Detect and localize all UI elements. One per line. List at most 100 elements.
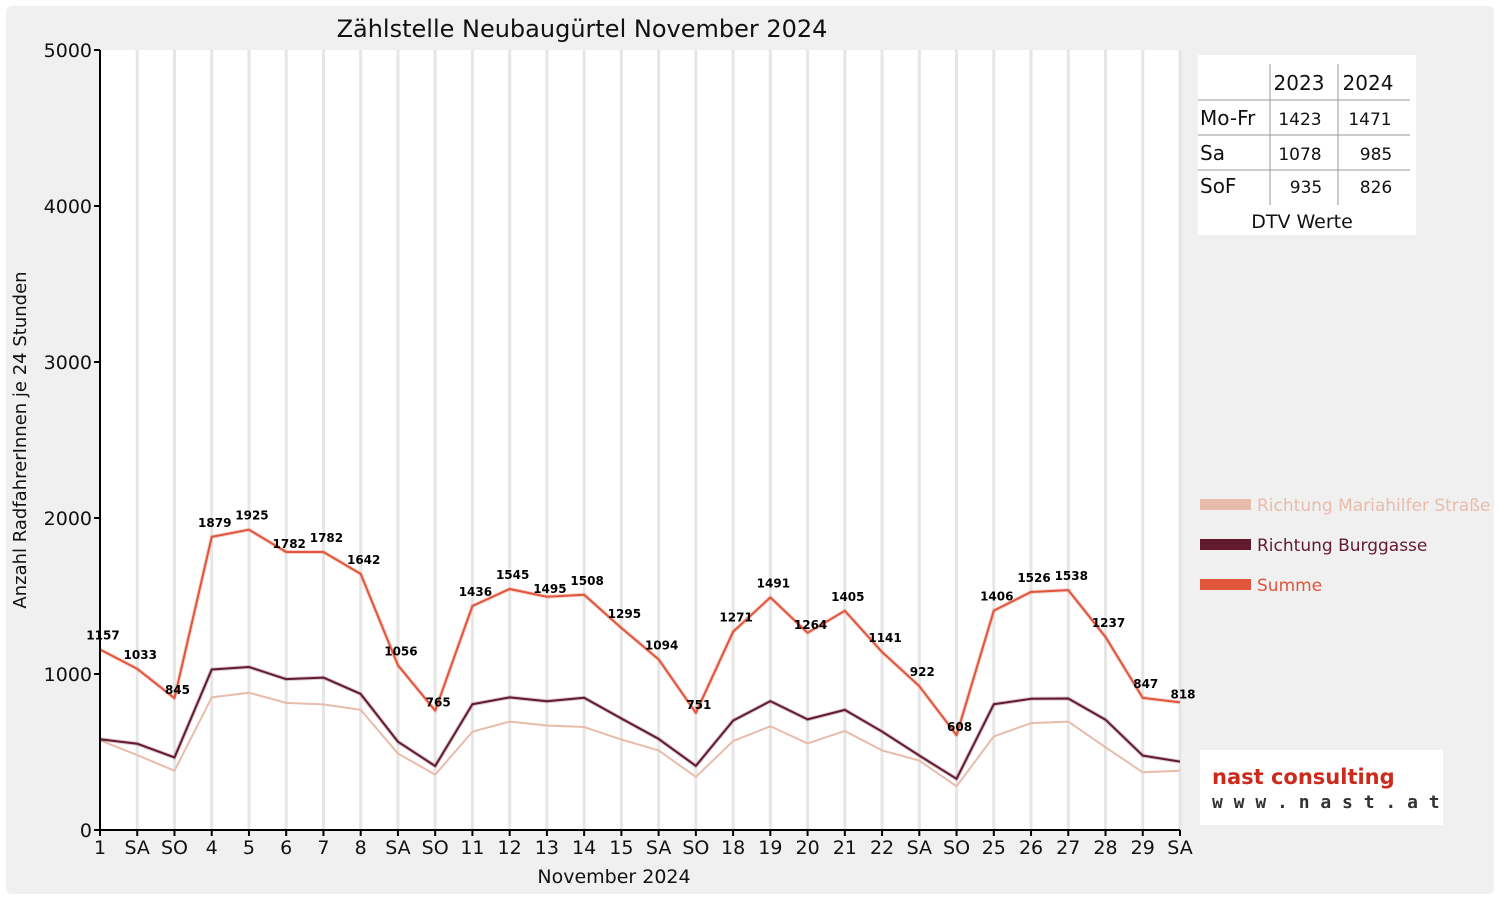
x-tick-label: 4 xyxy=(206,837,218,859)
logo: nast consulting w w w . n a s t . a t xyxy=(1200,750,1443,825)
x-tick-label: 20 xyxy=(795,837,819,859)
dtv-value: 1078 xyxy=(1278,145,1321,165)
data-label: 1405 xyxy=(831,590,864,604)
x-tick-label: 7 xyxy=(317,837,329,859)
series-line xyxy=(99,665,1181,780)
data-label: 1495 xyxy=(533,582,566,596)
data-label: 765 xyxy=(426,696,451,710)
dtv-row-label: Sa xyxy=(1200,141,1225,165)
x-tick-label: 8 xyxy=(355,837,367,859)
x-tick-label: 11 xyxy=(460,837,484,859)
legend: Richtung Mariahilfer Straße Richtung Burg… xyxy=(1200,496,1490,596)
data-label: 847 xyxy=(1133,677,1158,691)
y-tick-label: 1000 xyxy=(44,664,92,686)
data-labels: 1157 1033 845 1879 1925 1782 1782 1642 1056 765 14… xyxy=(86,509,1195,734)
dtv-table-bg xyxy=(1198,55,1416,235)
data-label: 1545 xyxy=(496,568,529,582)
x-tick-label: SO xyxy=(422,837,449,859)
data-label: 1237 xyxy=(1092,616,1125,630)
legend-label: Richtung Mariahilfer Straße xyxy=(1257,496,1490,516)
x-tick-label: SA xyxy=(125,837,150,859)
data-label: 1491 xyxy=(757,576,790,590)
x-tick-labels: 1 SA SO 4 5 6 7 8 SA SO 11 12 13 14 15 SA SO 18 19 20 21 22 SA… xyxy=(94,830,1193,859)
x-tick-label: 13 xyxy=(535,837,559,859)
x-tick-label: 12 xyxy=(498,837,522,859)
data-label: 751 xyxy=(686,698,711,712)
data-label: 1157 xyxy=(86,629,119,643)
y-axis-label: Anzahl RadfahrerInnen je 24 Stunden xyxy=(10,271,31,608)
x-tick-label: 28 xyxy=(1093,837,1117,859)
x-tick-label: 18 xyxy=(721,837,745,859)
series-line xyxy=(99,528,1181,737)
dtv-caption: DTV Werte xyxy=(1251,211,1353,233)
data-label: 1056 xyxy=(384,644,417,658)
x-axis-label: November 2024 xyxy=(537,866,690,888)
data-label: 1141 xyxy=(868,631,901,645)
y-tick-label: 2000 xyxy=(44,508,92,530)
x-tick-label: 14 xyxy=(572,837,596,859)
legend-label: Richtung Burggasse xyxy=(1257,536,1427,556)
x-tick-label: SA xyxy=(1167,837,1192,859)
dtv-value: 1471 xyxy=(1348,110,1391,130)
data-label: 1033 xyxy=(124,648,157,662)
x-tick-label: SO xyxy=(943,837,970,859)
x-tick-label: 25 xyxy=(982,837,1006,859)
data-label: 1508 xyxy=(570,574,603,588)
data-label: 1436 xyxy=(459,585,492,599)
data-label: 1264 xyxy=(794,618,827,632)
x-tick-label: 6 xyxy=(280,837,292,859)
dtv-value: 935 xyxy=(1290,178,1322,198)
chart-title: Zählstelle Neubaugürtel November 2024 xyxy=(337,15,828,43)
dtv-row-label: SoF xyxy=(1200,174,1236,198)
data-label: 1925 xyxy=(235,509,268,523)
x-tick-label: SA xyxy=(385,837,410,859)
y-tick-label: 3000 xyxy=(44,352,92,374)
data-label: 1526 xyxy=(1017,571,1050,585)
logo-name: nast consulting xyxy=(1212,765,1395,789)
x-tick-label: SO xyxy=(161,837,188,859)
data-label: 818 xyxy=(1170,687,1195,701)
data-label: 1538 xyxy=(1055,569,1088,583)
dtv-value: 826 xyxy=(1360,178,1392,198)
x-tick-label: 19 xyxy=(758,837,782,859)
x-tick-label: 21 xyxy=(833,837,857,859)
legend-label: Summe xyxy=(1257,576,1322,596)
x-tick-label: 26 xyxy=(1019,837,1043,859)
data-label: 1782 xyxy=(310,531,343,545)
x-tick-label: 22 xyxy=(870,837,894,859)
data-label: 1271 xyxy=(719,611,752,625)
data-label: 922 xyxy=(910,665,935,679)
data-label: 1295 xyxy=(608,607,641,621)
x-tick-label: SO xyxy=(682,837,709,859)
dtv-header-2023: 2023 xyxy=(1274,71,1325,95)
dtv-value: 1423 xyxy=(1278,110,1321,130)
logo-bg xyxy=(1200,750,1443,825)
data-label: 845 xyxy=(165,683,190,697)
legend-swatch xyxy=(1200,499,1251,510)
plot-area xyxy=(100,50,1180,830)
dtv-table: 2023 2024 Mo-Fr 1423 1471 Sa 1078 985 So… xyxy=(1198,55,1416,235)
dtv-header-2024: 2024 xyxy=(1343,71,1394,95)
data-label: 1879 xyxy=(198,516,231,530)
data-label: 1782 xyxy=(273,537,306,551)
data-label: 1406 xyxy=(980,590,1013,604)
legend-swatch xyxy=(1200,579,1251,590)
x-tick-label: 1 xyxy=(94,837,106,859)
x-tick-label: 29 xyxy=(1131,837,1155,859)
x-tick-label: SA xyxy=(907,837,932,859)
x-tick-label: SA xyxy=(646,837,671,859)
dtv-row-label: Mo-Fr xyxy=(1200,106,1256,130)
y-tick-label: 5000 xyxy=(44,40,92,62)
grid-lines xyxy=(135,50,1182,830)
y-tick-labels: 0 1000 2000 3000 4000 5000 xyxy=(44,40,100,842)
series-lines xyxy=(99,527,1181,788)
x-tick-label: 15 xyxy=(609,837,633,859)
logo-url: w w w . n a s t . a t xyxy=(1212,792,1440,813)
axes xyxy=(99,50,1180,831)
y-tick-label: 0 xyxy=(80,820,92,842)
dtv-value: 985 xyxy=(1360,145,1392,165)
x-tick-label: 27 xyxy=(1056,837,1080,859)
data-label: 608 xyxy=(947,720,972,734)
legend-swatch xyxy=(1200,539,1251,550)
